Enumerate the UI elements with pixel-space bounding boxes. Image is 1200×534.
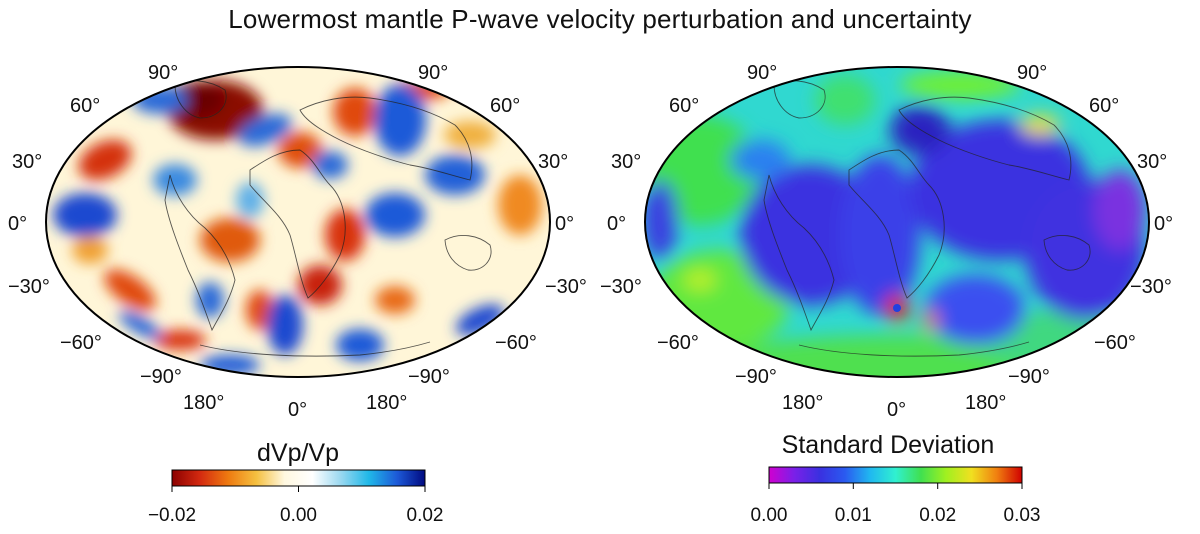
lat-label: 90° — [747, 62, 777, 84]
velocity-map: 90° 60° 30° 0° −30° −60° −90° 90° 60° 30… — [8, 62, 587, 526]
lat-label: −30° — [600, 276, 642, 298]
lat-label: −90° — [140, 366, 182, 388]
lat-label: 0° — [1154, 213, 1173, 235]
lat-label: 60° — [70, 95, 100, 117]
lat-label: 60° — [490, 95, 520, 117]
lon-label: 180° — [782, 392, 823, 414]
lat-label: 90° — [148, 62, 178, 84]
colorbar-tick: 0.01 — [835, 505, 872, 526]
lat-label: 0° — [8, 213, 27, 235]
lat-label: 0° — [555, 213, 574, 235]
colorbar-tick: 0.00 — [280, 505, 317, 526]
colorbar-tick: 0.02 — [919, 505, 956, 526]
lon-label: 180° — [965, 392, 1006, 414]
colorbar-tick: −0.02 — [148, 505, 196, 526]
lat-label: −60° — [1094, 332, 1136, 354]
colorbar-title: Standard Deviation — [782, 431, 995, 459]
lat-label: 0° — [607, 213, 626, 235]
lat-label: 60° — [1089, 95, 1119, 117]
lat-label: −60° — [495, 332, 537, 354]
colorbar — [171, 469, 426, 487]
uncertainty-field — [645, 67, 1149, 377]
lon-label: 180° — [366, 392, 407, 414]
lat-label: −30° — [1130, 276, 1172, 298]
lat-label: −60° — [657, 332, 699, 354]
velocity-field — [46, 67, 550, 377]
colorbar-tick: 0.00 — [751, 505, 788, 526]
map-frame — [45, 66, 551, 378]
lat-label: 30° — [1137, 151, 1167, 173]
figure-title: Lowermost mantle P-wave velocity perturb… — [228, 4, 972, 34]
lon-label: 0° — [288, 399, 307, 421]
lon-label: 0° — [887, 399, 906, 421]
lat-label: 90° — [1017, 62, 1047, 84]
uncertainty-map: 90° 60° 30° 0° −30° −60° −90° 90° 60° 30… — [600, 62, 1173, 526]
colorbar-title: dVp/Vp — [257, 439, 339, 467]
colorbar-tick: 0.03 — [1004, 505, 1041, 526]
lat-label: 30° — [12, 151, 42, 173]
coastlines — [164, 80, 492, 357]
lat-label: 30° — [538, 151, 568, 173]
lat-label: 90° — [418, 62, 448, 84]
lat-label: 30° — [611, 151, 641, 173]
colorbar-tick: 0.02 — [407, 505, 444, 526]
colorbar — [768, 466, 1023, 484]
lat-label: −60° — [60, 332, 102, 354]
lat-label: 60° — [669, 95, 699, 117]
coastlines — [763, 80, 1091, 357]
lat-label: −90° — [408, 366, 450, 388]
lat-label: −90° — [735, 366, 777, 388]
lon-label: 180° — [183, 392, 224, 414]
lat-label: −30° — [545, 276, 587, 298]
map-frame — [644, 66, 1150, 378]
lat-label: −30° — [8, 276, 50, 298]
lat-label: −90° — [1008, 366, 1050, 388]
